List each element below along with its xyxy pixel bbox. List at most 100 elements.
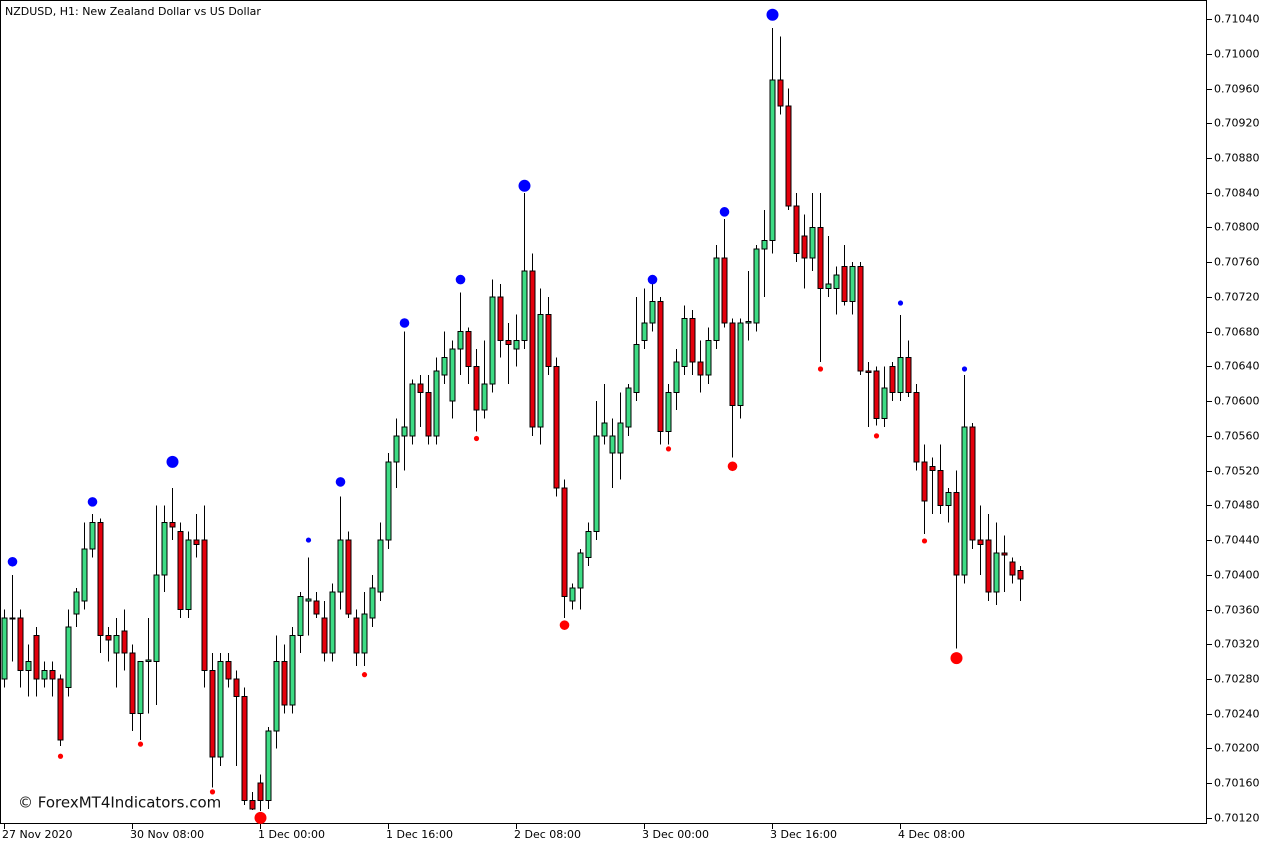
plot-frame — [0, 0, 1207, 824]
y-tick-label: 0.70160 — [1214, 777, 1260, 790]
y-tick-label: 0.70440 — [1214, 534, 1260, 547]
candle-body — [145, 659, 152, 663]
y-tick-label: 0.70600 — [1214, 395, 1260, 408]
fractal-dot — [455, 274, 466, 285]
fractal-dot — [766, 8, 779, 21]
candle-body — [721, 257, 728, 324]
candle-body — [849, 266, 856, 302]
candle-body — [105, 635, 112, 641]
candle-body — [897, 357, 904, 393]
y-tick-label: 0.70920 — [1214, 117, 1260, 130]
fractal-dot — [166, 455, 179, 468]
candle-body — [945, 491, 952, 506]
candle-body — [881, 387, 888, 420]
x-tick-label: 1 Dec 16:00 — [386, 828, 453, 841]
candle-body — [409, 383, 416, 437]
x-tick-label: 1 Dec 00:00 — [258, 828, 325, 841]
candle-body — [785, 105, 792, 207]
candle-body — [689, 318, 696, 363]
candle-body — [385, 461, 392, 541]
candle-body — [129, 652, 136, 715]
candle-body — [225, 661, 232, 680]
candle-body — [481, 383, 488, 411]
candle-body — [449, 348, 456, 402]
y-tick-label: 0.70960 — [1214, 83, 1260, 96]
candle-body — [121, 630, 128, 654]
y-tick-label: 0.70800 — [1214, 221, 1260, 234]
candle-body — [25, 661, 32, 671]
candle-body — [497, 296, 504, 341]
candle-body — [217, 661, 224, 758]
fractal-dot — [647, 274, 658, 285]
candle-body — [161, 522, 168, 576]
candle-body — [865, 370, 872, 373]
candle-body — [913, 391, 920, 463]
candle-body — [177, 530, 184, 611]
candle-body — [73, 591, 80, 615]
candle-body — [553, 365, 560, 489]
fractal-dot — [57, 753, 64, 759]
candle-body — [937, 470, 944, 506]
candle-body — [17, 617, 24, 671]
candle-body — [841, 266, 848, 302]
candle-body — [649, 300, 656, 324]
candle-body — [393, 435, 400, 463]
candle-body — [209, 669, 216, 758]
candle-body — [329, 591, 336, 654]
candle-body — [793, 205, 800, 255]
candle-body — [281, 661, 288, 706]
candle-body — [401, 426, 408, 437]
candle-body — [577, 552, 584, 589]
candle-body — [953, 491, 960, 576]
candle-body — [417, 383, 424, 393]
candle-body — [457, 331, 464, 350]
candle-body — [89, 522, 96, 550]
candle-body — [905, 357, 912, 393]
x-tick-label: 4 Dec 08:00 — [898, 828, 965, 841]
candle-body — [761, 240, 768, 250]
candle-body — [521, 270, 528, 341]
candle-body — [921, 461, 928, 502]
y-tick-label: 0.70120 — [1214, 812, 1260, 825]
candle-body — [321, 617, 328, 654]
candle-body — [569, 587, 576, 602]
y-tick-label: 0.70320 — [1214, 638, 1260, 651]
fractal-dot — [665, 446, 672, 452]
candle-body — [185, 539, 192, 611]
candle-body — [705, 339, 712, 376]
x-tick-label: 27 Nov 2020 — [2, 828, 72, 841]
candle-body — [745, 320, 752, 324]
fractal-dot — [950, 652, 963, 665]
candle-body — [369, 587, 376, 619]
candle-body — [833, 274, 840, 289]
candle-body — [641, 322, 648, 341]
candle-body — [673, 361, 680, 393]
y-tick-label: 0.70760 — [1214, 256, 1260, 269]
candle-body — [97, 522, 104, 637]
y-tick-label: 0.70400 — [1214, 569, 1260, 582]
candle-body — [929, 465, 936, 472]
candle-body — [633, 344, 640, 393]
candle-body — [353, 617, 360, 654]
candle-body — [625, 387, 632, 428]
fractal-dot — [87, 497, 98, 507]
fractal-dot — [921, 538, 928, 544]
candle-body — [697, 361, 704, 376]
candle-body — [153, 574, 160, 663]
candle-body — [1001, 552, 1008, 556]
candle-body — [377, 539, 384, 593]
y-tick-label: 0.70360 — [1214, 604, 1260, 617]
candle-body — [993, 552, 1000, 593]
y-tick-label: 0.71000 — [1214, 48, 1260, 61]
candle-body — [289, 635, 296, 706]
fractal-dot — [399, 318, 410, 328]
y-tick-label: 0.70520 — [1214, 465, 1260, 478]
y-tick-label: 0.70280 — [1214, 673, 1260, 686]
candle-body — [529, 270, 536, 428]
candle-body — [609, 435, 616, 454]
candle-body — [817, 226, 824, 289]
y-tick-label: 0.70640 — [1214, 360, 1260, 373]
candle-body — [777, 79, 784, 107]
candle-body — [361, 613, 368, 654]
